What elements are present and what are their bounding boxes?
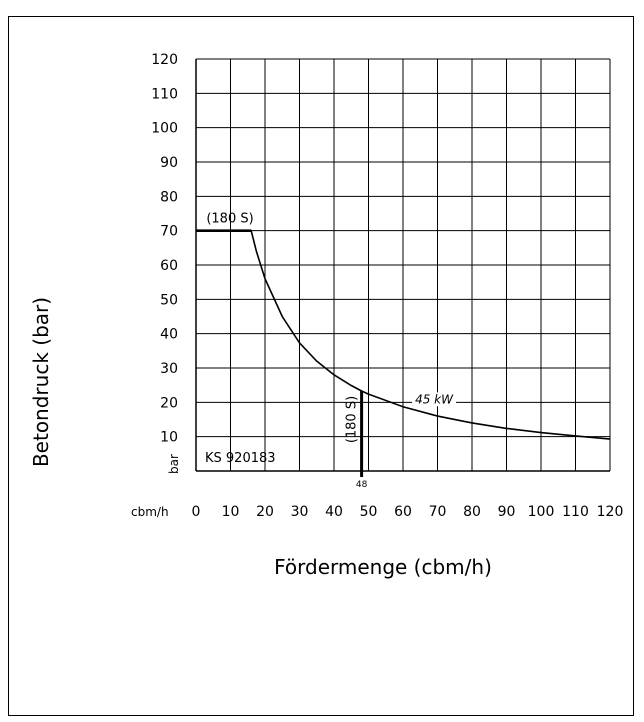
x-tick-label: 0 (192, 504, 201, 520)
y-tick-label: 50 (160, 292, 178, 308)
y-tick-label: 60 (160, 258, 178, 274)
x-tick-label: 70 (429, 504, 447, 520)
x-tick-label: 40 (325, 504, 343, 520)
y-tick-label: 110 (151, 86, 178, 102)
pressure-limit-label: (180 S) (206, 212, 253, 227)
series-layer (196, 229, 611, 477)
y-tick-label: 70 (160, 224, 178, 240)
id-label: KS 920183 (205, 451, 276, 466)
x-unit-label: cbm/h (131, 505, 169, 519)
y-tick-label: 100 (151, 121, 178, 137)
y-tick-label: 40 (160, 327, 178, 343)
x-tick-label: 60 (394, 504, 412, 520)
x-tick-label: 110 (562, 504, 589, 520)
grid (195, 58, 611, 471)
label-layer: (180 S) (180 S) 45 kW 48 (206, 212, 457, 490)
x-tick-label: 20 (256, 504, 274, 520)
x-tick-label: 80 (463, 504, 481, 520)
y-tick-label: 10 (160, 430, 178, 446)
x-tick-label: 50 (360, 504, 378, 520)
pressure-flow-curve (196, 229, 611, 440)
y-tick-label: 20 (160, 395, 178, 411)
flow-limit-value: 48 (356, 480, 368, 490)
x-tick-label: 100 (528, 504, 555, 520)
axes: 0 10 20 30 40 50 60 70 80 90 100 110 120 10 20 30 40 50 60… (151, 52, 623, 520)
power-label: 45 kW (415, 392, 454, 406)
x-tick-label: 30 (291, 504, 309, 520)
y-axis-title: Betondruck (bar) (29, 297, 53, 467)
x-axis-title: Fördermenge (cbm/h) (274, 555, 492, 579)
y-tick-label: 120 (151, 52, 178, 68)
y-tick-label: 90 (160, 155, 178, 171)
flow-limit-label: (180 S) (345, 396, 360, 443)
y-tick-label: 80 (160, 189, 178, 205)
x-tick-label: 90 (498, 504, 516, 520)
y-unit-label: bar (167, 454, 181, 474)
x-tick-label: 10 (222, 504, 240, 520)
chart-frame (8, 16, 634, 716)
x-tick-label: 120 (597, 504, 624, 520)
y-tick-label: 30 (160, 361, 178, 377)
power-label-background (412, 392, 457, 407)
